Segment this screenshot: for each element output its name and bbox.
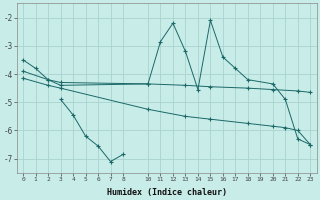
X-axis label: Humidex (Indice chaleur): Humidex (Indice chaleur) [107,188,227,197]
